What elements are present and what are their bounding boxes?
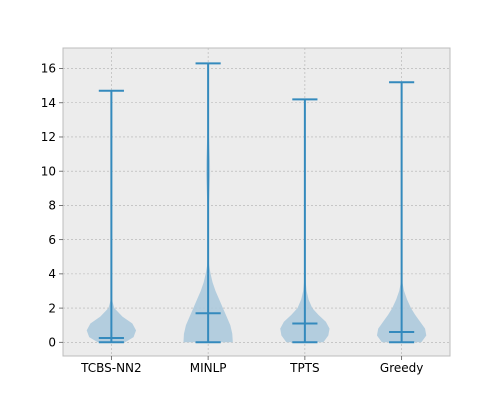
- y-tick-label: 10: [41, 164, 56, 178]
- y-tick-label: 16: [41, 62, 56, 76]
- x-tick-label: TCBS-NN2: [80, 361, 142, 375]
- x-axis-ticks: TCBS-NN2 MINLP TPTS Greedy: [80, 356, 423, 375]
- y-tick-label: 12: [41, 130, 56, 144]
- y-axis-ticks: 0 2 4 6 8 10 12 14 16: [41, 62, 63, 350]
- y-tick-label: 0: [48, 336, 56, 350]
- x-tick-label: TPTS: [289, 361, 320, 375]
- y-tick-label: 2: [48, 301, 56, 315]
- y-tick-label: 14: [41, 96, 56, 110]
- violin-extrema-lines: [98, 62, 415, 344]
- y-tick-label: 4: [48, 267, 56, 281]
- axes-frame: [62, 47, 451, 357]
- x-tick-label: Greedy: [380, 361, 423, 375]
- x-tick-label: MINLP: [190, 361, 227, 375]
- y-tick-label: 6: [48, 233, 56, 247]
- axes-background: [63, 48, 450, 356]
- y-tick-label: 8: [48, 199, 56, 213]
